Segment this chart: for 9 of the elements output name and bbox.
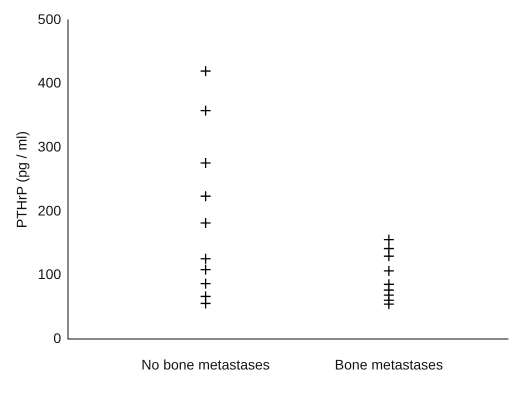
- x-tick-label: Bone metastases: [334, 356, 443, 372]
- y-tick-label: 200: [38, 202, 62, 218]
- y-tick-label: 500: [38, 10, 62, 27]
- y-tick-label: 400: [38, 74, 62, 91]
- y-axis-title: PTHrP (pg / ml): [13, 131, 30, 228]
- y-tick-label: 0: [53, 330, 62, 346]
- x-tick-label: No bone metastases: [141, 356, 270, 372]
- y-tick-label: 100: [38, 266, 62, 282]
- y-tick-label: 300: [38, 138, 62, 155]
